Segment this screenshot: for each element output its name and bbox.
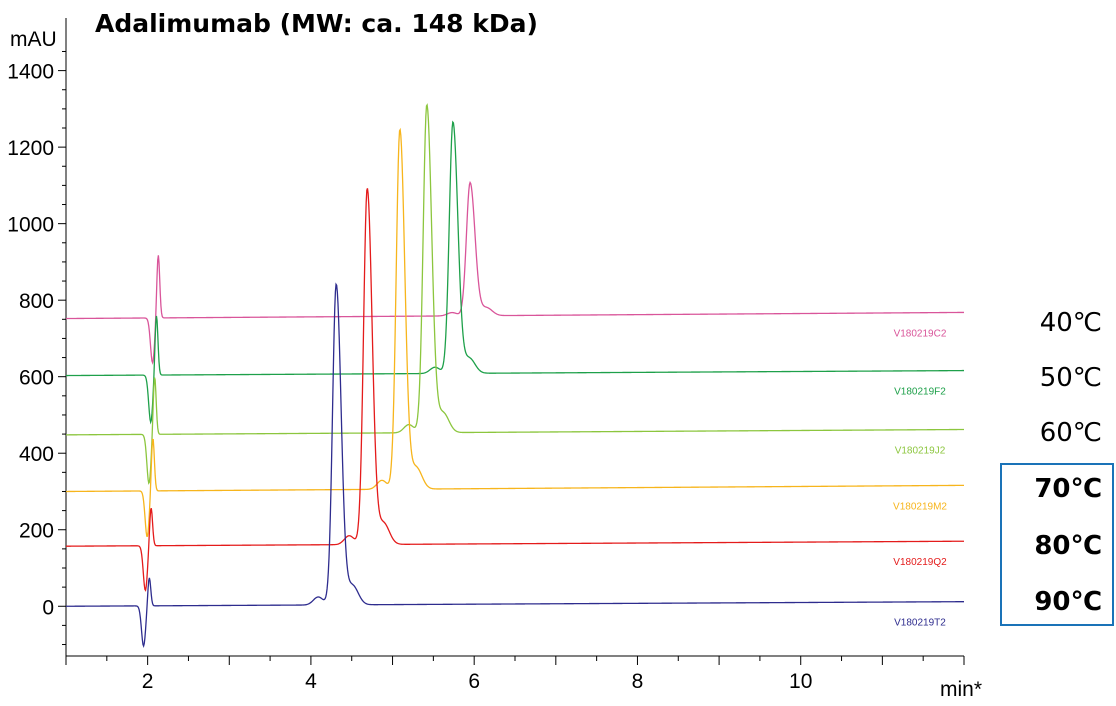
trace-label: V180219F2 — [894, 387, 946, 398]
y-tick-label: 1200 — [7, 137, 54, 160]
trace-label: V180219M2 — [893, 501, 947, 512]
traces — [65, 103, 965, 649]
y-tick-label: 1400 — [7, 61, 54, 84]
temperature-label: 70℃ — [1034, 474, 1102, 504]
trace-label: V180219C2 — [894, 328, 947, 339]
x-tick-label: 6 — [468, 670, 480, 693]
temperature-label: 50℃ — [1040, 363, 1102, 393]
trace-label: V180219T2 — [894, 618, 946, 629]
y-tick-label: 600 — [19, 367, 54, 390]
y-tick-label: 400 — [19, 443, 54, 466]
temperature-label: 60℃ — [1040, 418, 1102, 448]
temperature-label: 80℃ — [1034, 531, 1102, 561]
x-tick-label: 8 — [632, 670, 644, 693]
trace-V180219T2 — [66, 282, 964, 649]
axes: 0 200 400 600 800 1000 1200 1400 2 4 6 8 10 — [7, 18, 965, 693]
x-tick-label: 2 — [142, 670, 154, 693]
trace-V180219C2 — [65, 180, 964, 365]
chart-title: Adalimumab (MW: ca. 148 kDa) — [95, 9, 538, 38]
x-tick-label: 10 — [789, 670, 812, 693]
y-tick-label: 200 — [19, 520, 54, 543]
trace-label: V180219Q2 — [893, 557, 947, 568]
trace-label: V180219J2 — [895, 445, 946, 456]
trace-V180219F2 — [65, 120, 965, 425]
x-tick-label: 4 — [305, 670, 317, 693]
temperature-labels: 40℃ 50℃ 60℃ 70℃ 80℃ 90℃ — [1000, 308, 1114, 626]
trace-V180219M2 — [65, 127, 964, 537]
y-tick-label: 800 — [19, 290, 54, 313]
y-tick-label: 1000 — [7, 214, 54, 237]
x-axis-label: min* — [940, 678, 982, 701]
y-axis-label: mAU — [10, 28, 57, 51]
y-tick-label: 0 — [42, 596, 54, 619]
trace-labels: V180219C2 V180219F2 V180219J2 V180219M2 V180… — [893, 328, 947, 628]
highlight-box — [1000, 463, 1114, 626]
temperature-label: 90℃ — [1034, 587, 1102, 617]
trace-V180219Q2 — [66, 188, 964, 592]
trace-V180219J2 — [66, 103, 964, 485]
temperature-label: 40℃ — [1040, 308, 1102, 338]
